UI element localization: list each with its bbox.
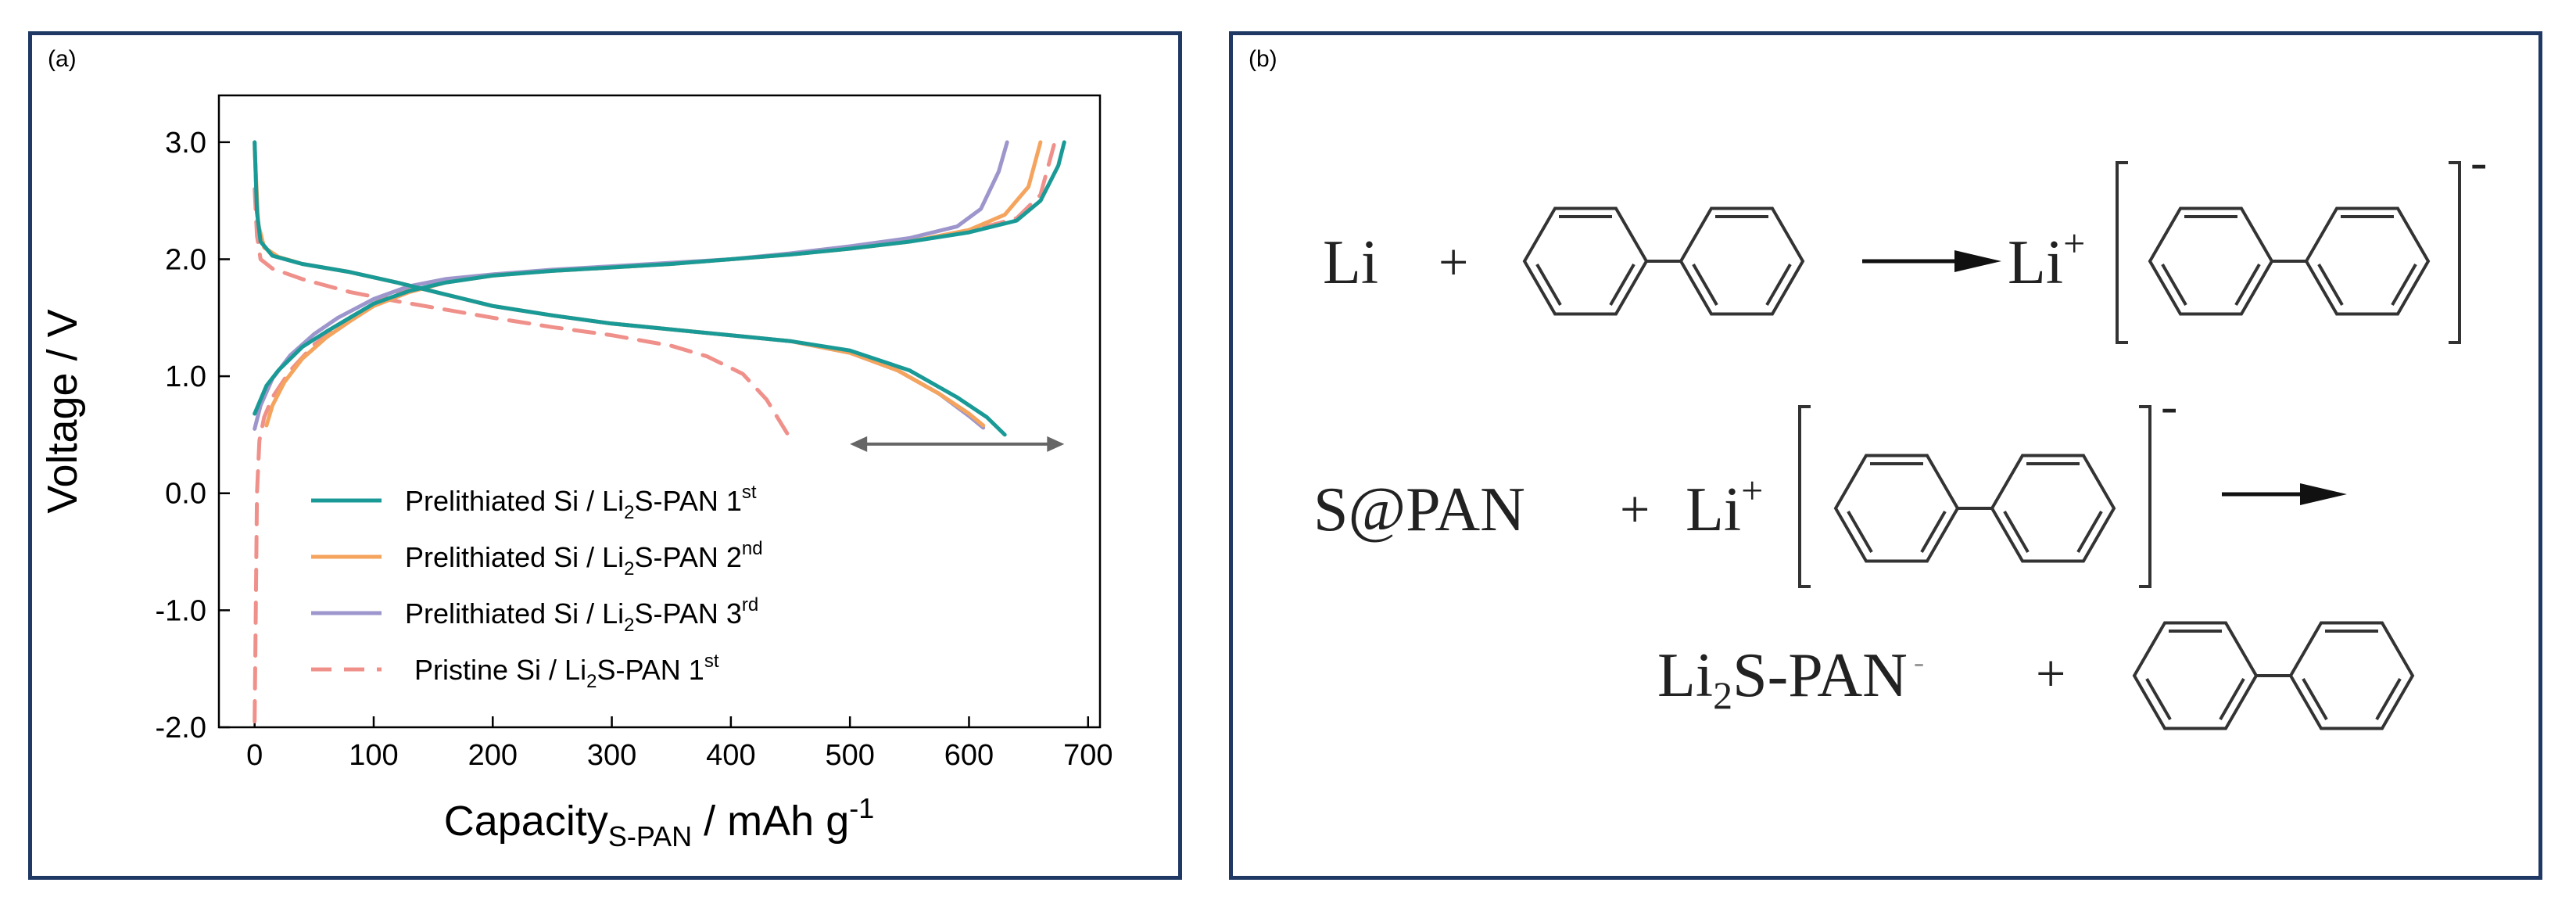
scheme-plus-3: + <box>2036 644 2065 703</box>
legend-label-1-main: Prelithiated Si / Li <box>405 485 624 517</box>
scheme-plus-2: + <box>1620 479 1650 539</box>
x-tick-label: 200 <box>468 739 518 772</box>
x-axis-label-sub: S-PAN <box>608 820 692 852</box>
biphenyl-icon <box>1523 206 1804 316</box>
series-1-discharge-line <box>253 140 1007 437</box>
legend-label-1-sup: st <box>742 482 757 503</box>
biphenyl-icon <box>1834 454 2116 563</box>
scheme-li-cation-1: Li+ <box>2008 221 2085 297</box>
reaction-arrow-icon <box>2222 483 2347 505</box>
y-tick-label: -2.0 <box>156 712 206 744</box>
legend-label-3-sup: rd <box>742 594 758 615</box>
legend-label-2-sub: 2 <box>624 558 634 579</box>
legend-label-4-mid: S-PAN 1 <box>597 654 704 686</box>
legend-label-4: Pristine Si / Li2S-PAN 1st <box>414 651 719 692</box>
legend-label-4-sub: 2 <box>586 671 597 692</box>
scheme-li-cation-2-sup: + <box>1741 468 1763 512</box>
y-tick-label: 0.0 <box>165 478 206 511</box>
x-axis-label-rest: / mAh g <box>692 798 849 845</box>
series-4-discharge-line <box>253 187 790 437</box>
scheme-li2s-pan-sup: - <box>1914 644 1924 680</box>
scheme-li-cation-2-main: Li <box>1686 475 1741 544</box>
x-axis-label-main: Capacity <box>444 798 608 845</box>
x-tick-label: 0 <box>246 739 263 772</box>
panel-label-a: (a) <box>48 46 77 72</box>
bracket-icon <box>2116 161 2461 344</box>
scheme-li2s-pan: Li2S-PAN - <box>1657 641 1924 717</box>
x-axis-label: CapacityS-PAN / mAh g-1 <box>444 792 875 852</box>
panel-a: (a) <box>28 31 1182 880</box>
bracket-icon <box>1798 405 2151 588</box>
legend-label-4-main: Pristine Si / Li <box>414 654 586 686</box>
annotation-layer <box>850 436 1065 452</box>
series-layer <box>253 140 1066 723</box>
x-tick-label: 400 <box>706 739 755 772</box>
scheme-li-1: Li <box>1323 228 1378 297</box>
y-tick-label: 2.0 <box>165 243 206 276</box>
y-tick-label: 1.0 <box>165 361 206 393</box>
x-tick-label: 700 <box>1063 739 1112 772</box>
arrowhead-left-icon <box>850 436 868 452</box>
scheme-li2s-pan-rest: S-PAN <box>1732 641 1908 710</box>
arrowhead-right-icon <box>1047 436 1065 452</box>
legend-label-2: Prelithiated Si / Li2S-PAN 2nd <box>405 538 763 579</box>
x-tick-label: 500 <box>825 739 874 772</box>
panel-label-b: (b) <box>1249 46 1277 72</box>
y-axis-label: Voltage / V <box>39 309 86 513</box>
x-tick-label: 300 <box>587 739 636 772</box>
scheme-bracket-charge-2: - <box>2161 378 2177 433</box>
x-tick-label: 600 <box>944 739 994 772</box>
legend-label-2-main: Prelithiated Si / Li <box>405 541 624 573</box>
scheme-li2s-pan-main: Li <box>1657 641 1713 710</box>
scheme-li2s-pan-sub: 2 <box>1713 673 1732 717</box>
series-1-charge-line <box>253 140 1066 416</box>
legend-label-3: Prelithiated Si / Li2S-PAN 3rd <box>405 594 758 636</box>
scheme-li-cation-1-main: Li <box>2008 228 2063 297</box>
x-axis-label-sup: -1 <box>849 792 874 824</box>
legend: Prelithiated Si / Li2S-PAN 1stPrelithiat… <box>311 482 763 692</box>
y-tick-label: -1.0 <box>156 594 206 627</box>
legend-label-1-mid: S-PAN 1 <box>635 485 742 517</box>
legend-label-1-sub: 2 <box>624 502 634 523</box>
biphenyl-icon <box>2148 206 2430 316</box>
legend-label-4-sup: st <box>704 651 719 672</box>
plot-frame <box>217 94 1102 729</box>
legend-label-2-mid: S-PAN 2 <box>635 541 742 573</box>
legend-label-3-sub: 2 <box>624 615 634 636</box>
biphenyl-icon <box>2133 621 2414 730</box>
legend-label-1: Prelithiated Si / Li2S-PAN 1st <box>405 482 757 523</box>
legend-label-2-sup: nd <box>742 538 763 559</box>
scheme-plus-1: + <box>1438 232 1468 292</box>
scheme-bracket-charge-1: - <box>2470 134 2487 189</box>
y-tick-label: 3.0 <box>165 127 206 160</box>
legend-label-3-main: Prelithiated Si / Li <box>405 597 624 630</box>
scheme-s-pan: S@PAN <box>1313 475 1525 544</box>
x-tick-label: 100 <box>349 739 398 772</box>
axis-ticks: 0 100 200 300 400 500 600 700 -2.0 -1.0 0.0 1.0 2.0 3… <box>156 127 1113 772</box>
scheme-li-cation-2: Li+ <box>1686 468 1763 544</box>
legend-label-3-mid: S-PAN 3 <box>635 597 742 630</box>
scheme-li-cation-1-sup: + <box>2063 221 2085 265</box>
reaction-arrow-icon <box>1862 250 2001 272</box>
